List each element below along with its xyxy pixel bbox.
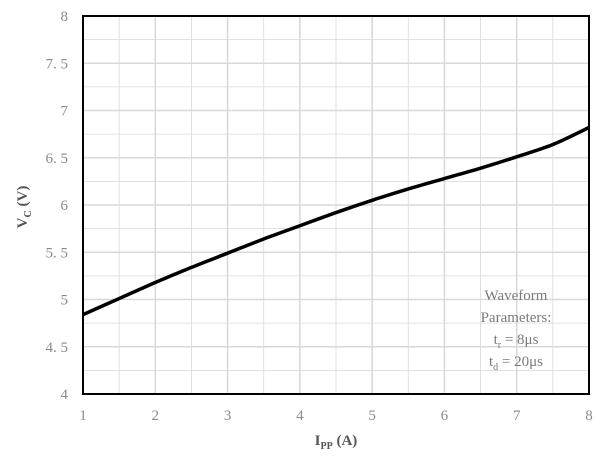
x-tick-label: 8 xyxy=(585,408,593,424)
annotation-tr-rest: = 8μs xyxy=(501,332,539,348)
annotation-line2: Parameters: xyxy=(481,310,552,326)
y-axis-label-sub: C xyxy=(23,210,34,217)
y-axis-label-unit: (V) xyxy=(15,186,31,211)
x-axis-label-unit: (A) xyxy=(333,433,358,449)
y-tick-label: 5. 5 xyxy=(46,245,69,261)
x-tick-label: 2 xyxy=(152,408,160,424)
x-axis-label: IPP (A) xyxy=(315,433,358,452)
x-tick-labels: 1 2 3 4 5 6 7 8 xyxy=(79,408,593,424)
y-tick-label: 5 xyxy=(61,293,69,309)
y-tick-label: 4. 5 xyxy=(46,340,69,356)
y-tick-labels: 4 4. 5 5 5. 5 6 6. 5 7 7. 5 8 xyxy=(46,9,69,403)
annotation-line1: Waveform xyxy=(485,288,548,304)
y-axis-label: VC (V) xyxy=(15,186,34,229)
annotation-td: td = 20μs xyxy=(489,354,543,373)
plot-frame xyxy=(82,15,590,395)
x-tick-label: 5 xyxy=(368,408,376,424)
x-tick-label: 6 xyxy=(441,408,449,424)
x-tick-label: 1 xyxy=(79,408,87,424)
x-axis-label-main: I xyxy=(315,433,321,449)
annotation-tr: tr = 8μs xyxy=(494,332,539,351)
y-tick-label: 4 xyxy=(61,387,69,403)
annotation-tr-sub: r xyxy=(498,340,502,351)
series-line-0 xyxy=(82,125,590,317)
y-tick-label: 6 xyxy=(61,198,69,214)
y-tick-label: 6. 5 xyxy=(46,151,69,167)
annotation-td-rest: = 20μs xyxy=(498,354,543,370)
x-tick-label: 7 xyxy=(513,408,521,424)
annotation-tr-main: t xyxy=(494,332,499,348)
y-tick-label: 8 xyxy=(61,9,69,25)
annotation-td-sub: d xyxy=(493,362,498,373)
x-tick-label: 4 xyxy=(296,408,304,424)
x-tick-label: 3 xyxy=(224,408,232,424)
annotation-td-main: t xyxy=(489,354,494,370)
major-gridlines xyxy=(83,16,589,394)
waveform-annotation: Waveform Parameters: tr = 8μs td = 20μs xyxy=(481,288,552,373)
x-axis-label-sub: PP xyxy=(321,441,333,452)
y-tick-label: 7 xyxy=(61,104,69,120)
y-axis-label-main: V xyxy=(15,217,31,228)
y-tick-label: 7. 5 xyxy=(46,56,69,72)
series-layer xyxy=(82,125,590,317)
